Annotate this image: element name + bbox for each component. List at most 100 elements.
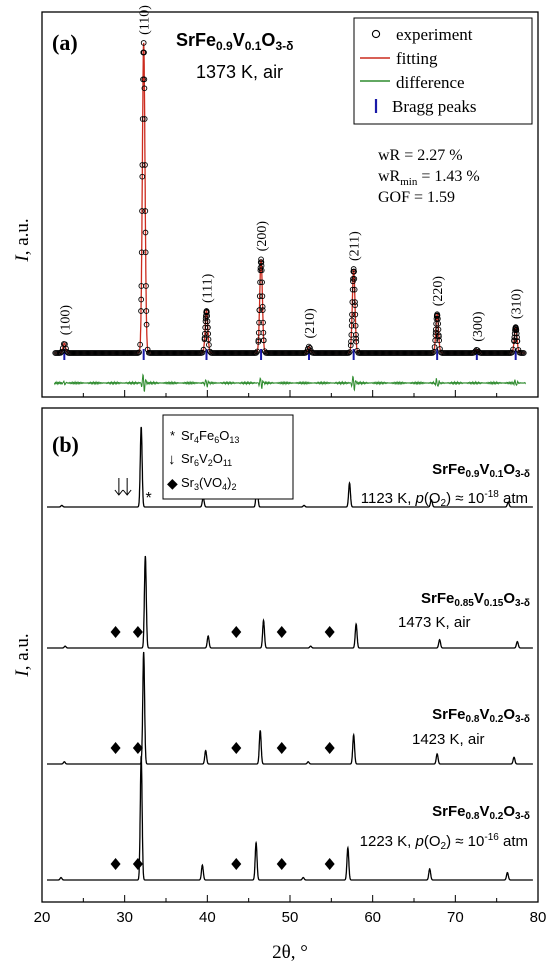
trace-4 [47,755,533,881]
sr3vo42-marker [276,626,287,638]
panel-a-compound: SrFe0.9V0.1O3-δ [176,30,293,53]
hkl-label: (111) [201,273,216,303]
experiment-point [509,349,515,356]
experiment-point [348,322,355,329]
legend-experiment-label: experiment [396,25,473,44]
experiment-point [205,336,212,343]
experiment-point [353,335,359,342]
experiment-point [255,337,262,344]
experiment-point [430,349,437,355]
sr3vo42-marker [231,626,242,638]
stat-gof: GOF = 1.59 [378,189,455,206]
panel-a-x-ticks [41,390,539,397]
sr3vo42-marker [231,742,242,754]
experiment-point [258,267,265,274]
experiment-point [259,307,266,313]
experiment-point [200,346,207,353]
experiment-point [434,312,441,319]
experiment-point [139,162,146,168]
x-tick-label-40: 40 [199,909,216,926]
experiment-point [347,342,354,349]
experiment-point [143,308,150,314]
experiment-point [260,329,267,336]
experiment-point [138,249,145,256]
sr6v2o11-arrowhead [114,489,124,496]
sr3vo42-marker [324,858,335,870]
legend-fitting-label: fitting [396,49,438,68]
experiment-point [352,311,359,318]
trace-1-condition: 1123 K, p(O2) ≈ 10-18 atm [361,489,528,509]
sr3vo42-marker [110,858,121,870]
panel-a-y-axis-label: I, a.u. [12,218,33,262]
experiment-point [142,229,149,236]
experiment-point [345,350,352,356]
hkl-label: (210) [303,308,318,339]
experiment-point [202,318,209,325]
x-tick-label-70: 70 [447,909,464,926]
trace-3 [47,651,533,765]
experiment-point [202,324,209,331]
trace-label-3: SrFe0.8V0.2O3-δ 1423 K, air [412,706,530,748]
experiment-point [432,329,439,336]
legend-bragg-label: Bragg peaks [392,97,477,116]
experiment-point [258,256,264,263]
x-axis-label: 2θ, ° [272,942,308,963]
hkl-labels: (100) (110) (111) (200) (210) (211) (220) (300)… [58,5,524,342]
panel-b: * (b) * Sr4Fe6O13 ↓ Sr6V2O11 ◆ Sr3(VO4)2… [12,407,539,903]
legend-difference-label: difference [396,73,465,92]
experiment-point [429,350,436,356]
sr3vo42-marker [276,742,287,754]
legend-sr4fe6o13-label: Sr4Fe6O13 [181,428,239,445]
hkl-label: (211) [348,231,363,261]
panel-b-y-axis-label: I, a.u. [12,633,33,677]
experiment-point [351,286,358,293]
trace-label-2: SrFe0.85V0.15O3-δ 1473 K, air [398,590,530,631]
experiment-point [256,293,263,300]
experiment-points [52,40,527,356]
legend-sr4fe6o13-symbol: * [170,428,175,443]
experiment-point [353,338,360,345]
experiment-point [513,327,520,334]
hkl-label: (100) [58,305,73,336]
experiment-point [350,266,357,272]
panel-a-letter: (a) [52,30,78,55]
hkl-label: (310) [510,288,525,319]
hkl-label: (110) [138,5,153,35]
difference-curve [53,373,527,392]
difference-line [53,373,527,392]
panel-a: (100) (110) (111) (200) (210) (211) (220) (300)… [12,5,539,398]
experiment-point [520,350,527,356]
experiment-point [136,349,142,356]
experiment-point [432,332,439,339]
experiment-point [305,343,312,350]
x-tick-label-80: 80 [530,909,547,926]
panel-b-traces [47,426,533,881]
trace-3-condition: 1423 K, air [412,731,485,748]
phase-legend-box [162,414,294,500]
x-axis-tick-labels: 20 30 40 50 60 70 80 [34,909,547,926]
experiment-point [142,249,149,256]
trace-2 [47,555,533,649]
experiment-point [203,309,210,316]
experiment-point [351,268,357,275]
experiment-point [204,313,211,319]
legend-experiment-marker [371,29,381,39]
experiment-point [254,348,261,355]
sr3vo42-marker [132,626,143,638]
experiment-point [142,162,148,168]
panel-a-condition: 1373 K, air [196,62,283,82]
legend-sr3vo42-symbol: ◆ [167,475,178,491]
experiment-point [349,311,355,318]
experiment-point [199,349,206,356]
experiment-point [259,303,266,310]
legend-sr3vo42-label: Sr3(VO4)2 [181,475,237,492]
experiment-point [256,319,262,326]
sr3vo42-marker [324,626,335,638]
experiment-point [514,338,521,345]
legend-sr6v2o11-label: Sr6V2O11 [181,451,232,468]
experiment-point [348,338,354,345]
experiment-point [351,276,358,282]
experiment-point [139,116,146,122]
experiment-point [138,296,145,303]
